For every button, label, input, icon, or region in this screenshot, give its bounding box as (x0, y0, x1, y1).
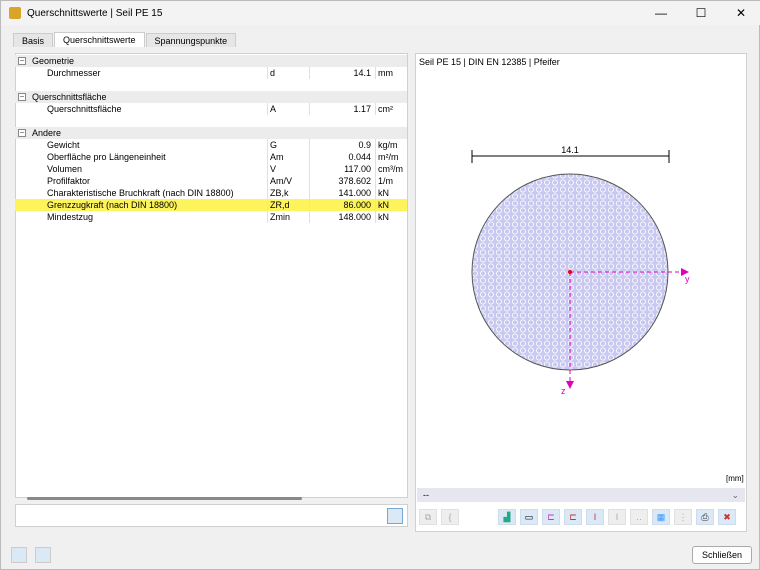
table-row[interactable]: Grenzzugkraft (nach DIN 18800) ZR,d 86.000… (15, 199, 407, 211)
property-value: 117.00 (310, 163, 376, 175)
property-name: Grenzzugkraft (nach DIN 18800) (15, 199, 268, 211)
table-row[interactable]: Profilfaktor Am/V 378.602 1/m (15, 175, 407, 187)
property-unit: mm (378, 68, 393, 78)
table-row[interactable]: Durchmesser d 14.1 mm (15, 67, 407, 79)
table-row[interactable]: Gewicht G 0.9 kg/m (15, 139, 407, 151)
section-red-icon[interactable]: I (586, 509, 604, 525)
z-axis-label: z (561, 386, 566, 396)
property-value: 14.1 (310, 67, 376, 79)
group-label: Geometrie (32, 56, 75, 66)
property-name: Profilfaktor (15, 175, 268, 187)
tab-basis[interactable]: Basis (13, 33, 54, 47)
property-symbol: Am/V (268, 175, 310, 187)
property-value: 141.000 (310, 187, 376, 199)
minimize-button[interactable]: — (655, 6, 667, 20)
property-symbol: d (268, 67, 310, 79)
property-name: Querschnittsfläche (15, 103, 268, 115)
property-symbol: Am (268, 151, 310, 163)
group-label: Andere (32, 128, 62, 138)
property-name: Volumen (15, 163, 268, 175)
centerline-icon[interactable]: ⋮ (674, 509, 692, 525)
properties-table (15, 53, 408, 498)
grid-icon[interactable]: ▦ (652, 509, 670, 525)
group-label: Querschnittsfläche (32, 92, 107, 102)
property-unit: kN (378, 188, 389, 198)
section-grey-icon[interactable]: I (608, 509, 626, 525)
group-header[interactable]: − Querschnittsfläche (15, 91, 407, 103)
table-row[interactable]: Mindestzug Zmin 148.000 kN (15, 211, 407, 223)
property-unit: cm³/m (378, 164, 403, 174)
y-axis-label: y (685, 274, 690, 284)
property-name: Gewicht (15, 139, 268, 151)
property-unit: kg/m (378, 140, 398, 150)
property-value: 1.17 (310, 103, 376, 115)
dimension-label: 14.1 (561, 145, 579, 155)
property-value: 0.044 (310, 151, 376, 163)
table-toolbar (15, 504, 408, 527)
close-button[interactable]: Schließen (692, 546, 752, 564)
tab-spannungspunkte[interactable]: Spannungspunkte (145, 33, 237, 47)
property-symbol: ZR,d (268, 199, 310, 211)
collapse-icon[interactable]: − (18, 56, 26, 65)
bracket-icon[interactable]: { (441, 509, 459, 525)
property-name: Durchmesser (15, 67, 268, 79)
export-table-icon[interactable] (387, 508, 403, 524)
property-symbol: A (268, 103, 310, 115)
title-bar: Querschnittswerte | Seil PE 15 — ☐ ✕ (1, 1, 760, 25)
property-value: 86.000 (310, 199, 376, 211)
reset-view-icon[interactable]: ✖ (718, 509, 736, 525)
property-symbol: V (268, 163, 310, 175)
chevron-down-icon: ⌄ (731, 490, 739, 500)
property-symbol: ZB,k (268, 187, 310, 199)
property-unit: 1/m (378, 176, 394, 186)
property-unit: cm² (378, 104, 393, 114)
property-unit: kN (378, 200, 389, 210)
numbering-icon[interactable]: ‥ (630, 509, 648, 525)
property-symbol: G (268, 139, 310, 151)
property-name: Oberfläche pro Längeneinheit (15, 151, 268, 163)
view-mode-icon[interactable]: ▟ (498, 509, 516, 525)
property-name: Mindestzug (15, 211, 268, 223)
dropdown-value: -- (423, 490, 429, 500)
collapse-icon[interactable]: − (18, 92, 26, 101)
tab-querschnittswerte[interactable]: Querschnittswerte (54, 32, 145, 47)
group-header[interactable]: − Geometrie (15, 55, 407, 67)
property-value: 0.9 (310, 139, 376, 151)
property-name: Charakteristische Bruchkraft (nach DIN 1… (15, 187, 268, 199)
decimal-places-icon[interactable] (35, 547, 51, 563)
search-icon[interactable] (11, 547, 27, 563)
property-unit: kN (378, 212, 389, 222)
table-row[interactable]: Volumen V 117.00 cm³/m (15, 163, 407, 175)
table-row[interactable]: Charakteristische Bruchkraft (nach DIN 1… (15, 187, 407, 199)
dimension-view-icon[interactable]: ▭ (520, 509, 538, 525)
property-value: 378.602 (310, 175, 376, 187)
axes-icon[interactable]: ⊏ (542, 509, 560, 525)
table-row[interactable]: Querschnittsfläche A 1.17 cm² (15, 103, 407, 115)
cross-section-drawing: 14.1 y z (471, 145, 690, 396)
copy-icon[interactable]: ⧉ (419, 509, 437, 525)
print-icon[interactable]: ⎙ (696, 509, 714, 525)
maximize-button[interactable]: ☐ (695, 6, 707, 20)
property-symbol: Zmin (268, 211, 310, 223)
horizontal-scrollbar[interactable] (27, 497, 302, 500)
window-title: Querschnittswerte | Seil PE 15 (27, 7, 163, 19)
stress-points-icon[interactable]: ⊏ (564, 509, 582, 525)
collapse-icon[interactable]: − (18, 128, 26, 137)
property-value: 148.000 (310, 211, 376, 223)
property-unit: m²/m (378, 152, 399, 162)
graphic-dropdown[interactable]: -- ⌄ (417, 488, 745, 502)
graphic-title: Seil PE 15 | DIN EN 12385 | Pfeifer (419, 57, 560, 67)
close-window-button[interactable]: ✕ (735, 6, 747, 20)
table-row[interactable]: Oberfläche pro Längeneinheit Am 0.044 m²/m (15, 151, 407, 163)
app-icon (9, 7, 21, 19)
unit-label: [mm] (726, 474, 744, 483)
group-header[interactable]: − Andere (15, 127, 407, 139)
